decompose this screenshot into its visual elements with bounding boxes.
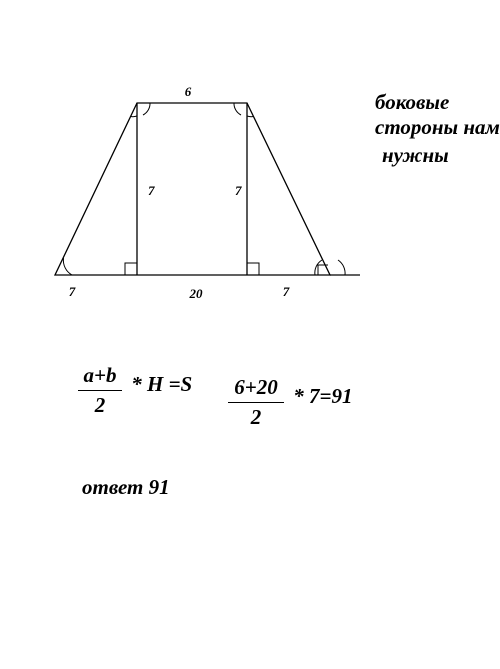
- note-line-2: стороны нам не: [375, 115, 500, 139]
- right-angle-mark-right: [247, 263, 259, 275]
- angle-arc-top-left-b: [131, 116, 138, 117]
- formula-area-right: 6+20 2 * 7=91: [228, 375, 352, 430]
- answer-text: ответ 91: [82, 475, 170, 500]
- angle-arc-bottom-right-outer: [338, 260, 345, 275]
- fraction-right: 6+20 2: [228, 375, 284, 430]
- fraction-right-denominator: 2: [228, 405, 284, 430]
- fraction-left-line: [78, 390, 122, 391]
- fraction-left-denominator: 2: [78, 393, 122, 418]
- formula-area-left: a+b 2 * H =S: [78, 363, 192, 418]
- fraction-left-numerator: a+b: [78, 363, 122, 388]
- angle-arc-bottom-left: [63, 258, 72, 275]
- right-angle-mark-left: [125, 263, 137, 275]
- page-canvas: 6 20 7 7 7 7 боковые стороны нам не нужн…: [0, 0, 500, 669]
- fraction-left: a+b 2: [78, 363, 122, 418]
- trapezoid: [55, 103, 330, 275]
- fraction-right-numerator: 6+20: [228, 375, 284, 400]
- label-height-right: 7: [235, 183, 242, 198]
- formula-left-rest: * H =S: [131, 363, 192, 397]
- label-top-base: 6: [185, 84, 192, 99]
- label-left-segment: 7: [69, 284, 76, 299]
- angle-arc-top-right-b: [247, 116, 254, 117]
- label-right-segment: 7: [283, 284, 290, 299]
- formula-right-rest: * 7=91: [293, 375, 352, 409]
- note-line-1: боковые: [375, 90, 449, 114]
- label-height-left: 7: [148, 183, 155, 198]
- angle-arc-top-right-a: [234, 103, 241, 115]
- note-line-3: нужны: [382, 143, 449, 167]
- fraction-right-line: [228, 402, 284, 403]
- label-bottom-base: 20: [189, 286, 204, 301]
- angle-arc-top-left-a: [143, 103, 150, 115]
